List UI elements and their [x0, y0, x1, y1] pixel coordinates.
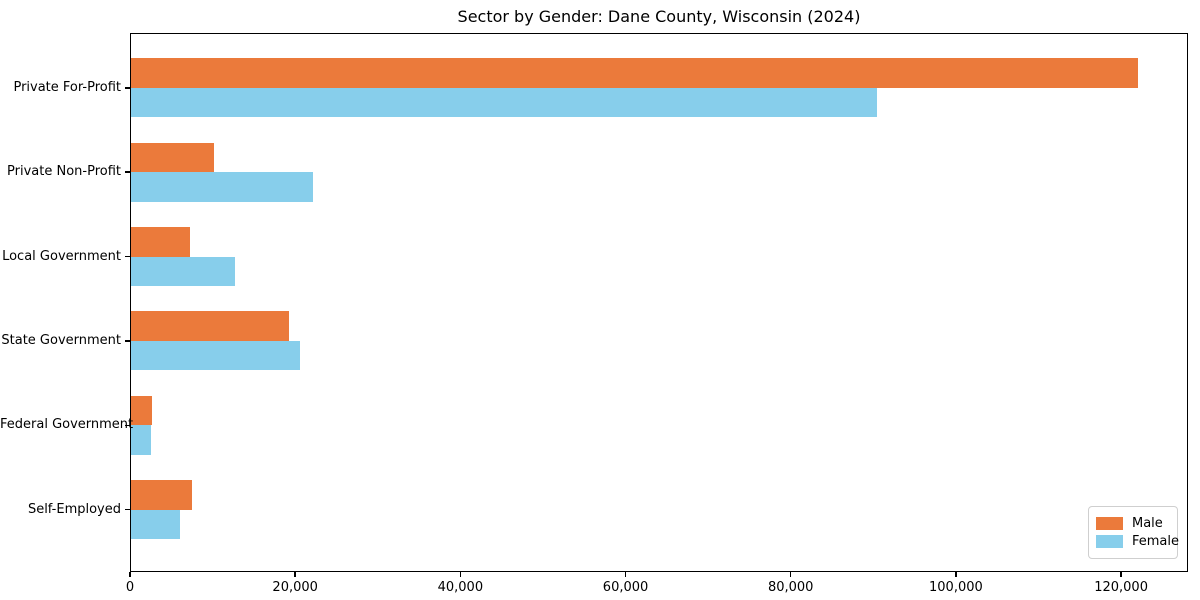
- plot-area: [130, 33, 1188, 572]
- ytick-mark-local-government: [125, 255, 130, 258]
- ytick-label-self-employed: Self-Employed: [27, 501, 121, 517]
- ytick-mark-self-employed: [125, 508, 130, 511]
- bar-female-state-government: [131, 340, 301, 371]
- legend-entry-female: Female: [1096, 534, 1179, 549]
- xtick-label-60000: 60,000: [602, 580, 649, 595]
- ytick-label-private-for-profit: Private For-Profit: [13, 79, 121, 95]
- legend-swatch-female: [1096, 535, 1123, 548]
- ytick-label-local-government: Local Government: [2, 248, 121, 264]
- xtick-label-80000: 80,000: [767, 580, 814, 595]
- xtick-label-20000: 20,000: [272, 580, 318, 595]
- bar-female-self-employed: [131, 509, 180, 540]
- bar-male-state-government: [131, 311, 289, 341]
- xtick-mark-40000: [459, 572, 462, 577]
- ytick-label-federal-government: Federal Government: [0, 417, 134, 433]
- bar-male-self-employed: [131, 480, 192, 510]
- legend: Male Female: [1088, 506, 1179, 559]
- xtick-label-0: 0: [125, 580, 135, 595]
- legend-swatch-male: [1096, 517, 1123, 530]
- ytick-mark-private-non-profit: [125, 171, 130, 173]
- xtick-label-40000: 40,000: [437, 580, 484, 595]
- bar-female-local-government: [131, 256, 235, 287]
- xtick-mark-0: [129, 572, 131, 577]
- xtick-label-120000: 120,000: [1094, 580, 1148, 595]
- xtick-mark-60000: [624, 572, 627, 577]
- xtick-mark-120000: [1120, 572, 1122, 577]
- bar-female-private-for-profit: [131, 87, 877, 118]
- bar-male-private-non-profit: [131, 142, 215, 173]
- bar-female-federal-government: [131, 425, 152, 455]
- chart-title: Sector by Gender: Dane County, Wisconsin…: [457, 7, 861, 26]
- xtick-mark-100000: [955, 572, 957, 577]
- ytick-mark-private-for-profit: [125, 87, 130, 89]
- ytick-label-state-government: State Government: [1, 332, 121, 348]
- ytick-label-private-non-profit: Private Non-Profit: [7, 164, 121, 180]
- legend-label: Male: [1132, 516, 1163, 531]
- xtick-mark-20000: [294, 572, 296, 577]
- ytick-mark-state-government: [125, 340, 130, 342]
- legend-label: Female: [1132, 534, 1180, 549]
- bar-male-private-for-profit: [131, 58, 1138, 88]
- xtick-label-100000: 100,000: [929, 580, 983, 595]
- ytick-mark-federal-government: [125, 424, 130, 426]
- bar-male-federal-government: [131, 395, 153, 426]
- bar-female-private-non-profit: [131, 172, 313, 202]
- xtick-mark-80000: [790, 572, 792, 577]
- legend-entry-male: Male: [1096, 516, 1169, 531]
- bar-male-local-government: [131, 227, 191, 257]
